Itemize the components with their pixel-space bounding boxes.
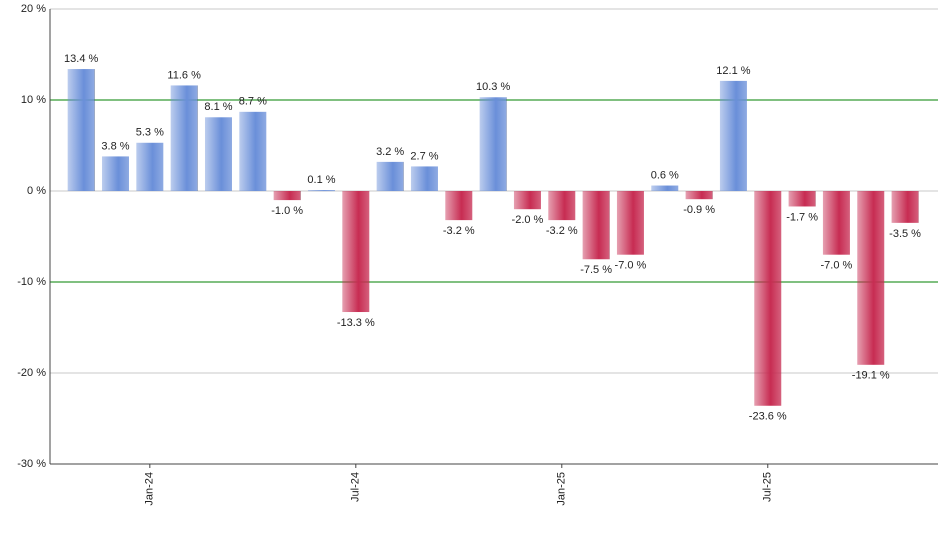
bar	[101, 156, 129, 191]
data-label: 8.1 %	[204, 101, 232, 113]
data-label: 3.8 %	[101, 140, 129, 152]
data-label: -7.5 %	[580, 264, 612, 276]
data-label: -7.0 %	[821, 260, 853, 272]
data-label: 2.7 %	[410, 150, 438, 162]
data-label: 12.1 %	[716, 65, 750, 77]
data-label: -3.2 %	[443, 225, 475, 237]
bar	[548, 191, 576, 221]
y-tick-label: -30 %	[17, 458, 46, 470]
bar	[136, 142, 164, 191]
bar	[67, 69, 95, 191]
bar	[204, 117, 232, 191]
data-label: -7.0 %	[615, 260, 647, 272]
bar	[342, 191, 370, 313]
bar	[685, 191, 713, 200]
data-label: -13.3 %	[337, 317, 375, 329]
data-label: 5.3 %	[136, 127, 164, 139]
data-label: -3.2 %	[546, 225, 578, 237]
bar	[822, 191, 850, 255]
bar	[651, 185, 679, 191]
bar	[273, 191, 301, 201]
data-label: -1.0 %	[271, 205, 303, 217]
x-tick-label: Jan-25	[556, 472, 568, 506]
bar	[479, 97, 507, 191]
data-label: -2.0 %	[512, 214, 544, 226]
bar	[719, 80, 747, 191]
y-tick-label: 0 %	[27, 185, 46, 197]
data-label: -3.5 %	[889, 228, 921, 240]
bar	[788, 191, 816, 207]
bar	[857, 191, 885, 365]
bar	[616, 191, 644, 255]
y-tick-label: -10 %	[17, 276, 46, 288]
bar	[582, 191, 610, 260]
bar	[170, 85, 198, 191]
data-label: 13.4 %	[64, 53, 98, 65]
x-tick-label: Jul-25	[762, 472, 774, 502]
data-label: 0.6 %	[651, 169, 679, 181]
data-label: -23.6 %	[749, 411, 787, 423]
x-tick-label: Jul-24	[350, 472, 362, 502]
data-label: 11.6 %	[167, 69, 201, 81]
bar	[410, 166, 438, 191]
bar	[239, 111, 267, 191]
x-tick-label: Jan-24	[144, 472, 156, 506]
bar	[891, 191, 919, 223]
data-label: 10.3 %	[476, 81, 510, 93]
bar	[754, 191, 782, 406]
y-tick-label: -20 %	[17, 367, 46, 379]
data-label: 3.2 %	[376, 146, 404, 158]
bar	[307, 190, 335, 192]
data-label: 8.7 %	[239, 96, 267, 108]
data-label: -1.7 %	[786, 211, 818, 223]
bar	[513, 191, 541, 210]
data-label: -19.1 %	[852, 370, 890, 382]
data-label: -0.9 %	[683, 204, 715, 216]
y-tick-label: 20 %	[21, 3, 46, 15]
y-tick-label: 10 %	[21, 94, 46, 106]
bar	[376, 161, 404, 191]
bar	[445, 191, 473, 221]
data-label: 0.1 %	[307, 174, 335, 186]
